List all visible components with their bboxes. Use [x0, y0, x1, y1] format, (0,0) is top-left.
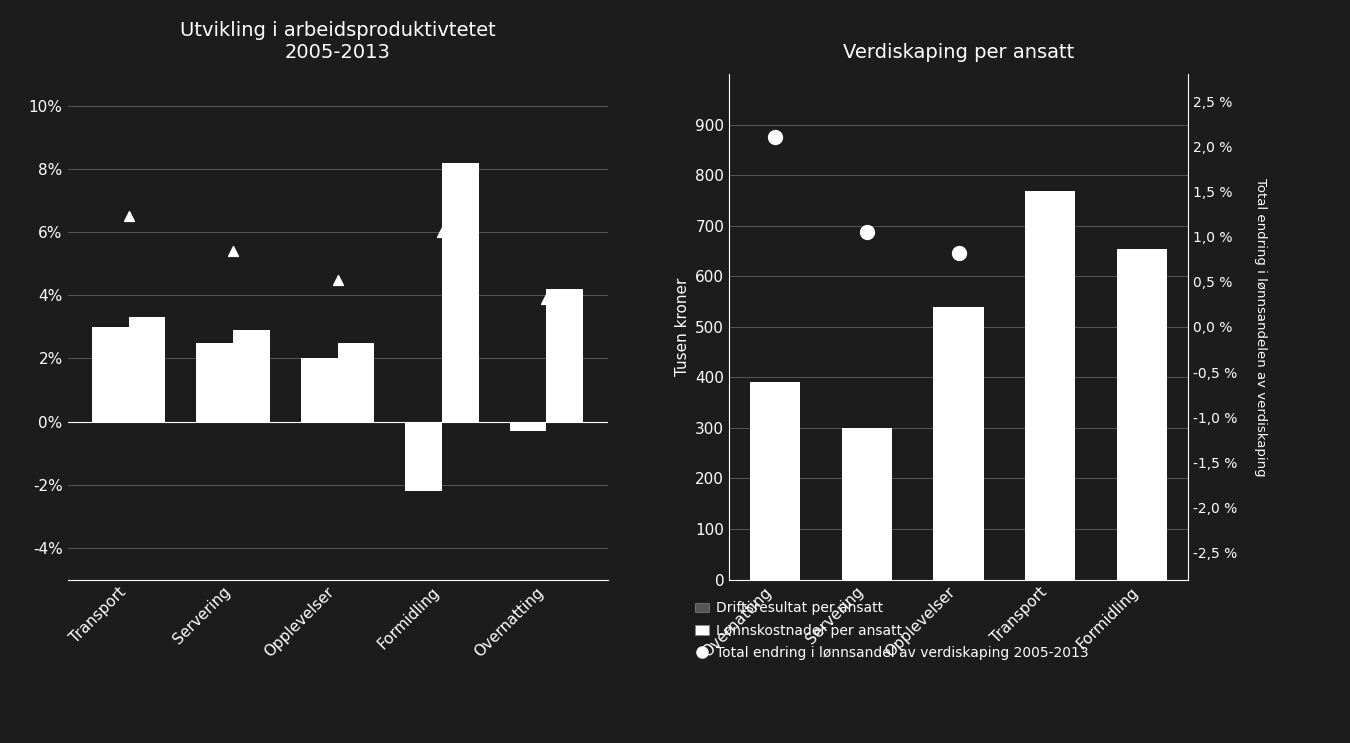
Legend: Volumeffekt, Priseffekt, Verdiskaping per ansatt: Volumeffekt, Priseffekt, Verdiskaping pe…	[135, 739, 540, 743]
Bar	[234, 330, 270, 422]
Bar	[1025, 190, 1076, 580]
Bar	[338, 343, 374, 422]
Legend: Driftsresultat per ansatt, Lønnskostnader per ansatt, Total endring i lønnsandel: Driftsresultat per ansatt, Lønnskostnade…	[695, 601, 1089, 660]
Point	[117, 210, 139, 222]
Point	[431, 226, 452, 238]
Bar	[1116, 249, 1168, 580]
Bar	[841, 428, 892, 580]
Point	[327, 273, 348, 285]
Point	[764, 132, 786, 143]
Point	[948, 247, 969, 259]
Bar	[197, 343, 234, 422]
Bar	[405, 422, 441, 491]
Bar	[547, 289, 583, 422]
Bar	[92, 327, 128, 422]
Bar	[749, 383, 801, 580]
Point	[536, 293, 558, 305]
Bar	[441, 163, 478, 422]
Bar	[301, 359, 338, 422]
Bar	[933, 307, 984, 580]
Y-axis label: Tusen kroner: Tusen kroner	[675, 278, 690, 376]
Point	[856, 226, 878, 238]
Bar	[128, 317, 165, 422]
Title: Verdiskaping per ansatt: Verdiskaping per ansatt	[842, 42, 1075, 62]
Title: Utvikling i arbeidsproduktivtetet
2005-2013: Utvikling i arbeidsproduktivtetet 2005-2…	[180, 21, 495, 62]
Point	[223, 245, 244, 257]
Y-axis label: Total endring i lønnsandelen av verdiskaping: Total endring i lønnsandelen av verdiska…	[1254, 178, 1266, 476]
Bar	[510, 422, 547, 431]
